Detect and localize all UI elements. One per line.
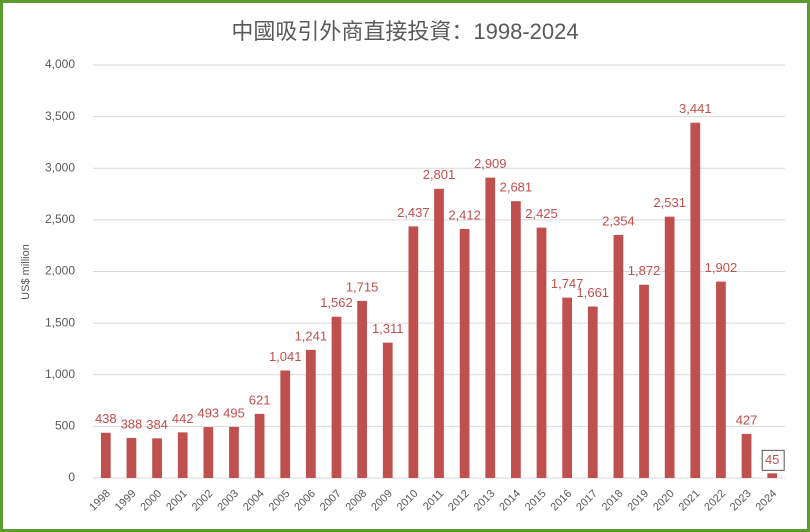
- value-label: 2,909: [474, 156, 507, 171]
- bar: [716, 281, 726, 478]
- y-tick-label: 3,500: [45, 109, 75, 123]
- value-label: 2,801: [423, 167, 456, 182]
- bar: [639, 284, 649, 478]
- y-tick-label: 500: [55, 419, 75, 433]
- bar: [562, 297, 573, 478]
- bar: [741, 433, 752, 478]
- y-tick-label: 1,500: [45, 315, 75, 329]
- value-label: 1,241: [295, 328, 328, 343]
- value-label: 2,425: [525, 206, 558, 221]
- bar: [357, 300, 367, 478]
- bar: [767, 473, 778, 478]
- value-label: 3,441: [679, 101, 712, 116]
- bar: [126, 437, 137, 478]
- chart-title: 中國吸引外商直接投資：1998-2024: [231, 19, 578, 44]
- value-label: 2,437: [397, 205, 430, 220]
- y-tick-label: 3,000: [45, 160, 75, 174]
- bar: [613, 234, 624, 478]
- bar: [280, 370, 291, 478]
- value-label: 427: [736, 412, 758, 427]
- bar: [690, 122, 701, 479]
- y-tick-label: 1,000: [45, 367, 75, 381]
- value-label: 438: [95, 411, 117, 426]
- bar: [485, 177, 496, 478]
- value-label: 493: [197, 406, 219, 421]
- value-label: 2,412: [448, 207, 481, 222]
- y-tick-label: 2,500: [45, 212, 75, 226]
- value-label: 2,531: [653, 195, 686, 210]
- bar: [203, 427, 214, 478]
- bar: [229, 426, 239, 478]
- bar: [177, 432, 188, 478]
- value-label: 1,661: [577, 285, 610, 300]
- bar: [100, 432, 111, 478]
- bar: [511, 201, 521, 478]
- bar: [382, 342, 393, 478]
- bar: [434, 188, 444, 478]
- bar: [459, 228, 470, 478]
- value-label: 2,354: [602, 213, 635, 228]
- y-tick-label: 2,000: [45, 264, 75, 278]
- bar: [254, 413, 265, 478]
- value-label: 621: [249, 392, 271, 407]
- value-label: 1,747: [551, 276, 584, 291]
- value-label: 1,872: [628, 263, 661, 278]
- y-tick-label: 4,000: [45, 57, 75, 71]
- value-label: 1,311: [372, 321, 404, 336]
- bar: [536, 227, 547, 478]
- bar: [331, 316, 342, 478]
- label-box: [761, 449, 785, 471]
- bar: [664, 216, 675, 478]
- bar: [305, 349, 316, 478]
- bar: [408, 226, 419, 478]
- value-label: 45: [765, 452, 779, 467]
- value-label: 442: [172, 411, 194, 426]
- y-axis-label: US$ million: [20, 244, 32, 300]
- value-label: 1,562: [320, 295, 353, 310]
- value-label: 388: [121, 416, 143, 431]
- value-label: 1,902: [705, 260, 738, 275]
- value-label: 495: [223, 405, 245, 420]
- value-label: 384: [146, 417, 168, 432]
- value-label: 1,041: [269, 349, 302, 364]
- bar: [587, 306, 598, 478]
- value-label: 1,715: [346, 279, 379, 294]
- bar: [152, 438, 162, 478]
- value-label: 2,681: [500, 180, 533, 195]
- y-tick-label: 0: [68, 470, 75, 484]
